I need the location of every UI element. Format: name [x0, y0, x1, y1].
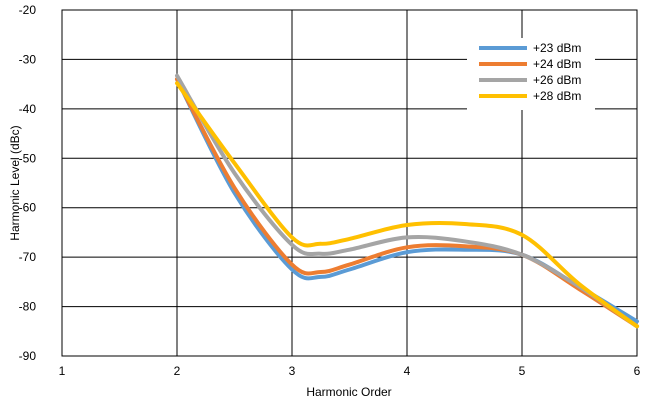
y-tick-label: -20	[19, 3, 37, 17]
x-tick-label: 5	[519, 364, 526, 378]
series-line-3	[175, 73, 639, 329]
legend-label: +24 dBm	[533, 57, 581, 71]
y-tick-label: -70	[19, 250, 37, 264]
x-axis-title: Harmonic Order	[306, 385, 391, 399]
legend: +23 dBm +24 dBm +26 dBm +28 dBm	[467, 38, 595, 110]
plot-border	[61, 9, 638, 357]
y-tick-label: -80	[19, 300, 37, 314]
x-tick-label: 3	[289, 364, 296, 378]
x-tick-label: 6	[634, 364, 641, 378]
y-tick-label: -40	[19, 102, 37, 116]
gridlines	[61, 9, 638, 357]
x-tick-label: 1	[59, 364, 66, 378]
legend-label: +23 dBm	[533, 41, 581, 55]
y-tick-labels: -90 -80 -70 -60 -50 -40 -30 -20	[19, 3, 37, 363]
y-tick-label: -60	[19, 201, 37, 215]
series-line-4	[175, 81, 639, 329]
y-tick-label: -50	[19, 151, 37, 165]
x-tick-label: 2	[174, 364, 181, 378]
x-tick-label: 4	[404, 364, 411, 378]
y-tick-label: -30	[19, 52, 37, 66]
x-tick-labels: 1 2 3 4 5 6	[59, 364, 641, 378]
y-tick-label: -90	[19, 349, 37, 363]
series-lines	[175, 73, 639, 329]
legend-label: +28 dBm	[533, 89, 581, 103]
legend-label: +26 dBm	[533, 73, 581, 87]
y-axis-title: Harmonic Level (dBc)	[8, 125, 22, 240]
